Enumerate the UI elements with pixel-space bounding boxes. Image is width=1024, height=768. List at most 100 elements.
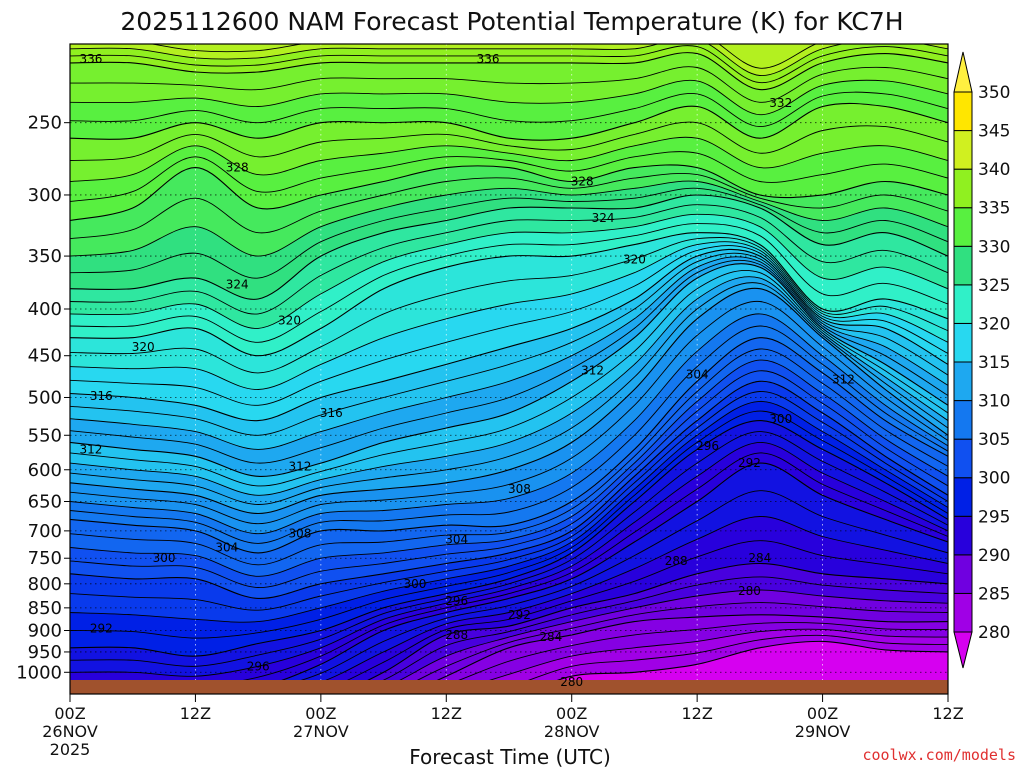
contour-label-324: 324 [592, 211, 615, 225]
colorbar-box-310 [953, 361, 973, 402]
isentrope-284-sub1 [409, 602, 948, 684]
y-tick-label-300: 300 [28, 185, 62, 206]
isentrope-contours [70, 44, 948, 684]
colorbar-label-305: 305 [978, 430, 1010, 450]
contour-label-316: 316 [320, 406, 343, 420]
isentrope-308-sub3 [70, 269, 948, 487]
isentrope-312-sub3 [70, 252, 948, 436]
isentrope-328-sub1 [70, 151, 948, 202]
isentrope-288 [359, 562, 948, 684]
isentrope-320 [70, 232, 948, 357]
x-tick-label-0: 00Z [54, 704, 85, 723]
isentrope-316-sub1 [70, 245, 948, 406]
contour-label-288: 288 [445, 628, 468, 642]
isentrope-332-sub3 [70, 66, 948, 103]
colorbar-label-290: 290 [978, 546, 1010, 566]
isentrope-296 [70, 420, 948, 657]
colorbar-box-280 [953, 592, 973, 633]
colorbar-label-350: 350 [978, 83, 1010, 103]
isentrope-308-sub1 [70, 282, 948, 505]
y-tick-label-1000: 1000 [16, 662, 62, 683]
contour-label-328: 328 [226, 161, 249, 175]
isentrope-280-sub3 [447, 622, 948, 684]
isentrope-336 [70, 52, 948, 91]
contour-label-308: 308 [288, 527, 311, 541]
colorbar-box-285 [953, 554, 973, 594]
isentrope-288-sub2 [313, 516, 948, 684]
colorbar-label-310: 310 [978, 392, 1010, 412]
x-date-label-48: 28NOV [544, 722, 600, 741]
isentrope-312 [70, 263, 948, 477]
contour-label-336: 336 [79, 52, 102, 66]
isentrope-288-sub3 [287, 490, 948, 684]
x-tick-label-24: 00Z [305, 704, 336, 723]
y-tick-label-350: 350 [28, 246, 62, 267]
isentrope-304-sub3 [70, 301, 948, 525]
isentrope-328 [70, 164, 948, 222]
colorbar-label-295: 295 [978, 507, 1010, 527]
x-year-label-0: 2025 [50, 740, 91, 759]
contour-label-292: 292 [508, 608, 531, 622]
y-tick-label-800: 800 [28, 574, 62, 595]
isentrope-296-sub3 [70, 391, 948, 611]
isentrope-328-sub3 [70, 121, 948, 161]
y-tick-label-500: 500 [28, 387, 62, 408]
isentrope-324 [70, 194, 948, 300]
isentrope-336-sub3 [149, 44, 818, 69]
colorbar: 280 285 290 295 300 305 310 315 320 325 330 335 340 3… [953, 51, 1010, 669]
colorbar-label-335: 335 [978, 199, 1010, 219]
isentrope-284 [428, 614, 948, 684]
band-mid-336 [70, 44, 948, 76]
colorbar-box-320 [953, 284, 973, 324]
contour-label-280: 280 [738, 584, 761, 598]
colorbar-label-285: 285 [978, 584, 1010, 604]
y-tick-label-950: 950 [28, 642, 62, 663]
isentrope-324-sub1 [70, 187, 948, 279]
y-tick-label-900: 900 [28, 621, 62, 642]
colorbar-box-290 [953, 515, 973, 556]
y-tick-label-400: 400 [28, 299, 62, 320]
pressure-axis: 2503003504004505005506006507007508008509… [16, 113, 70, 683]
credit-text: coolwx.com/models [862, 746, 1016, 764]
x-axis-label: Forecast Time (UTC) [409, 745, 611, 768]
plot-frame [69, 43, 949, 695]
plot-area: 336 336 332 328 328 324 320 324 320 320 312 304 312 3… [69, 43, 949, 695]
isentrope-288-sub1 [337, 540, 948, 684]
y-tick-label-550: 550 [28, 425, 62, 446]
contour-label-296: 296 [247, 659, 270, 673]
contour-label-332: 332 [769, 96, 792, 110]
contour-label-300: 300 [769, 412, 792, 426]
colorbar-label-330: 330 [978, 237, 1010, 257]
colorbar-box-330 [953, 207, 973, 247]
isentrope-292-sub3 [70, 431, 948, 667]
x-tick-label-72: 00Z [807, 704, 838, 723]
colorbar-label-315: 315 [978, 353, 1010, 373]
contour-label-312: 312 [581, 363, 604, 377]
contour-label-304: 304 [445, 532, 468, 546]
isentrope-308-sub2 [70, 276, 948, 496]
ground-strip [70, 680, 948, 694]
isentrope-280-sub2 [476, 628, 948, 684]
contour-label-284: 284 [748, 551, 771, 565]
y-tick-label-450: 450 [28, 346, 62, 367]
colorbar-box-315 [953, 322, 973, 363]
isentrope-316 [70, 248, 948, 422]
contour-label-300: 300 [403, 577, 426, 591]
contour-label-304: 304 [686, 368, 709, 382]
isentrope-284-sub2 [391, 589, 948, 684]
colorbar-label-280: 280 [978, 623, 1010, 643]
contour-label-336: 336 [477, 52, 500, 66]
x-tick-label-60: 12Z [681, 704, 712, 723]
isentrope-280 [546, 640, 948, 684]
colorbar-label-300: 300 [978, 469, 1010, 489]
isentrope-316-sub3 [70, 236, 948, 374]
isentrope-320-sub2 [70, 213, 948, 329]
isentrope-324-sub2 [70, 180, 948, 257]
contour-label-304: 304 [215, 541, 238, 555]
x-date-label-72: 29NOV [795, 722, 851, 741]
colorbar-box-300 [953, 438, 973, 479]
contour-label-320: 320 [132, 340, 155, 354]
isentrope-300-sub3 [70, 348, 948, 566]
isentrope-324-sub3 [70, 172, 948, 240]
